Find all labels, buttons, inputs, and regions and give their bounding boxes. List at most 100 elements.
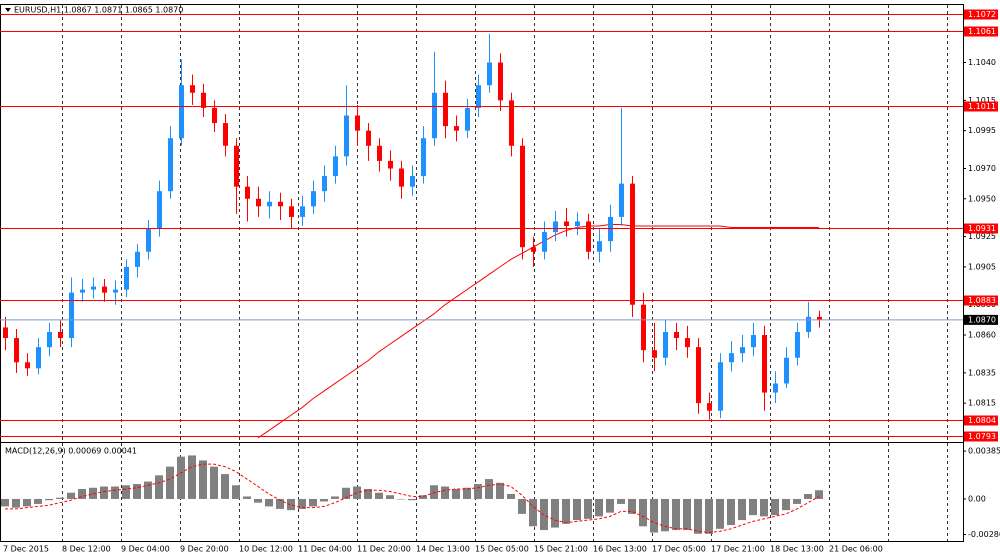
signal-line xyxy=(5,463,820,534)
level-box xyxy=(964,26,998,37)
histogram-bar xyxy=(243,496,251,499)
y-tick-label: 1.1040 xyxy=(968,58,996,67)
x-tick-label: 15 Dec 05:00 xyxy=(475,545,529,554)
histogram-bar xyxy=(573,498,581,521)
y-tick-label: 1.0835 xyxy=(968,368,996,377)
histogram-bar xyxy=(133,484,141,499)
histogram-bar xyxy=(309,498,317,507)
candle-body xyxy=(762,335,767,393)
candle-body xyxy=(553,221,558,233)
histogram-bar xyxy=(771,498,779,516)
histogram-bar xyxy=(221,474,229,499)
histogram-bar xyxy=(188,455,196,499)
histogram-bar xyxy=(34,498,42,504)
candle-body xyxy=(234,145,239,187)
histogram-bar xyxy=(804,493,812,499)
histogram-bar xyxy=(375,492,383,499)
histogram-bar xyxy=(474,484,482,499)
candle-body xyxy=(487,62,492,86)
histogram-bar xyxy=(606,498,614,513)
candle-body xyxy=(498,62,503,101)
histogram-bar xyxy=(628,498,636,514)
histogram-bar xyxy=(496,482,504,499)
histogram-bar xyxy=(386,495,394,499)
candle-body xyxy=(696,347,701,404)
histogram-bar xyxy=(683,498,691,531)
candle-body xyxy=(619,183,624,217)
candle-body xyxy=(278,201,283,207)
histogram-bar xyxy=(23,498,31,507)
candle-body xyxy=(377,145,382,161)
y-tick-label: 1.0860 xyxy=(968,331,996,340)
histogram-bar xyxy=(298,498,306,509)
level-label: 1.0931 xyxy=(968,224,996,233)
candle-body xyxy=(245,186,250,199)
y-tick-label: -0.00286 xyxy=(968,530,1000,539)
plot-frame xyxy=(0,4,964,542)
candle-body xyxy=(333,156,338,177)
x-tick-label: 8 Dec 12:00 xyxy=(62,545,111,554)
histogram-bar xyxy=(760,498,768,517)
histogram-bar xyxy=(419,495,427,499)
histogram-bar xyxy=(276,498,284,509)
candle-body xyxy=(542,232,547,252)
x-tick-label: 7 Dec 2015 xyxy=(3,545,49,554)
histogram-bar xyxy=(694,498,702,534)
x-tick-label: 15 Dec 21:00 xyxy=(534,545,588,554)
candle-body xyxy=(564,221,569,227)
histogram-bar xyxy=(518,498,526,514)
x-tick-label: 17 Dec 05:00 xyxy=(652,545,706,554)
y-tick-label: 1.0905 xyxy=(968,262,996,271)
level-box xyxy=(964,295,998,306)
current-price-box xyxy=(964,314,998,325)
candle-body xyxy=(102,286,107,293)
candle-body xyxy=(146,229,151,252)
candle-body xyxy=(773,383,778,393)
candle-body xyxy=(25,362,30,369)
histogram-bar xyxy=(89,487,97,499)
candle-body xyxy=(465,107,470,131)
histogram-bar xyxy=(210,466,218,499)
level-box xyxy=(964,415,998,426)
x-tick-label: 9 Dec 20:00 xyxy=(180,545,229,554)
histogram-bar xyxy=(56,497,64,499)
candle-body xyxy=(267,201,272,207)
histogram-bar xyxy=(452,489,460,499)
candle-body xyxy=(355,115,360,131)
level-label: 1.1061 xyxy=(968,27,996,36)
menu-arrow[interactable] xyxy=(5,8,11,12)
histogram-bar xyxy=(177,456,185,499)
x-tick-label: 11 Dec 20:00 xyxy=(357,545,411,554)
candle-body xyxy=(212,107,217,124)
candle-body xyxy=(421,138,426,177)
candle-body xyxy=(784,357,789,384)
candle-body xyxy=(718,362,723,411)
candle-body xyxy=(124,266,129,290)
current-price-label: 1.0870 xyxy=(968,315,996,324)
histogram-bar xyxy=(166,466,174,499)
level-box xyxy=(964,431,998,442)
histogram-bar xyxy=(111,486,119,499)
histogram-bar xyxy=(342,487,350,499)
histogram-bar xyxy=(155,475,163,499)
candle-body xyxy=(113,289,118,293)
histogram-bar xyxy=(364,489,372,499)
histogram-bar xyxy=(595,498,603,517)
histogram-bar xyxy=(617,498,625,504)
candle-body xyxy=(69,292,74,339)
histogram-bar xyxy=(12,498,20,508)
histogram-bar xyxy=(408,498,416,501)
histogram-bar xyxy=(507,493,515,499)
histogram-bar xyxy=(463,487,471,499)
x-tick-label: 9 Dec 04:00 xyxy=(121,545,170,554)
histogram-bar xyxy=(441,486,449,499)
level-label: 1.0883 xyxy=(968,296,996,305)
histogram-bar xyxy=(320,498,328,502)
candle-body xyxy=(520,145,525,248)
candle-body xyxy=(663,331,668,358)
histogram-bar xyxy=(815,490,823,499)
candle-body xyxy=(641,304,646,351)
candle-body xyxy=(388,160,393,169)
